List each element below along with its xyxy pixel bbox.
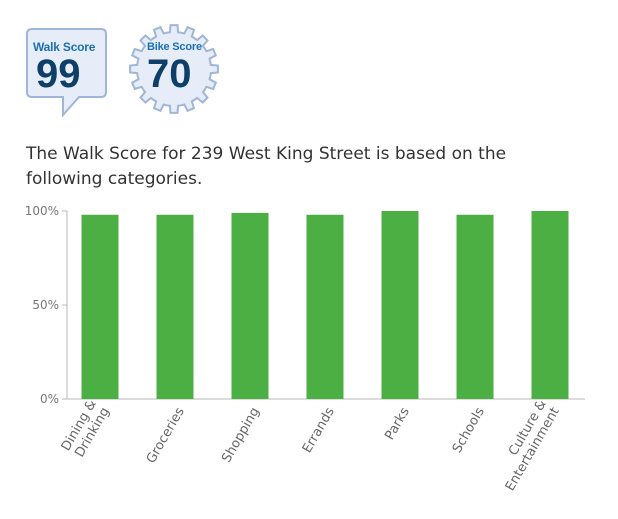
chart-bar: [381, 211, 419, 399]
y-tick-label: 0%: [40, 392, 59, 406]
chart-bar: [231, 212, 269, 399]
chart-bar: [531, 211, 569, 399]
chart-bar: [306, 214, 344, 399]
walk-score-badge-icon: [26, 28, 107, 118]
x-tick-label-line: Errands: [300, 405, 338, 456]
bike-score-value: 70: [147, 52, 192, 96]
x-tick-label: Errands: [300, 405, 338, 456]
walk-score-label: Walk Score: [33, 40, 96, 54]
intro-text: The Walk Score for 239 West King Street …: [26, 144, 507, 189]
score-badges: Walk Score 99 Bike Score 70: [0, 0, 618, 130]
chart-bar: [456, 214, 494, 399]
x-tick-label-line: Parks: [382, 405, 413, 443]
x-tick-label-line: Groceries: [144, 405, 188, 466]
x-tick-label: Groceries: [144, 405, 188, 466]
x-tick-label-line: Shopping: [219, 405, 263, 465]
x-tick-label-line: Schools: [450, 405, 488, 456]
bike-score-gear-icon: [129, 24, 219, 114]
chart-bar: [156, 214, 194, 399]
x-tick-label: Dining &Drinking: [59, 398, 113, 462]
category-bar-chart: 100% 50% 0% Dining &Drinking Groceries Shoppi…: [25, 204, 585, 494]
bike-score-label: Bike Score: [147, 41, 202, 53]
y-tick-label: 50%: [32, 298, 59, 312]
x-tick-label: Parks: [382, 405, 413, 443]
chart-bar: [81, 214, 119, 399]
badge-shapes: [26, 24, 219, 118]
walk-score-value: 99: [36, 52, 81, 96]
x-tick-label: Schools: [450, 405, 488, 456]
x-tick-label: Shopping: [219, 405, 263, 465]
y-tick-label: 100%: [25, 204, 59, 218]
x-tick-label: Culture &Entertainment: [490, 398, 563, 494]
